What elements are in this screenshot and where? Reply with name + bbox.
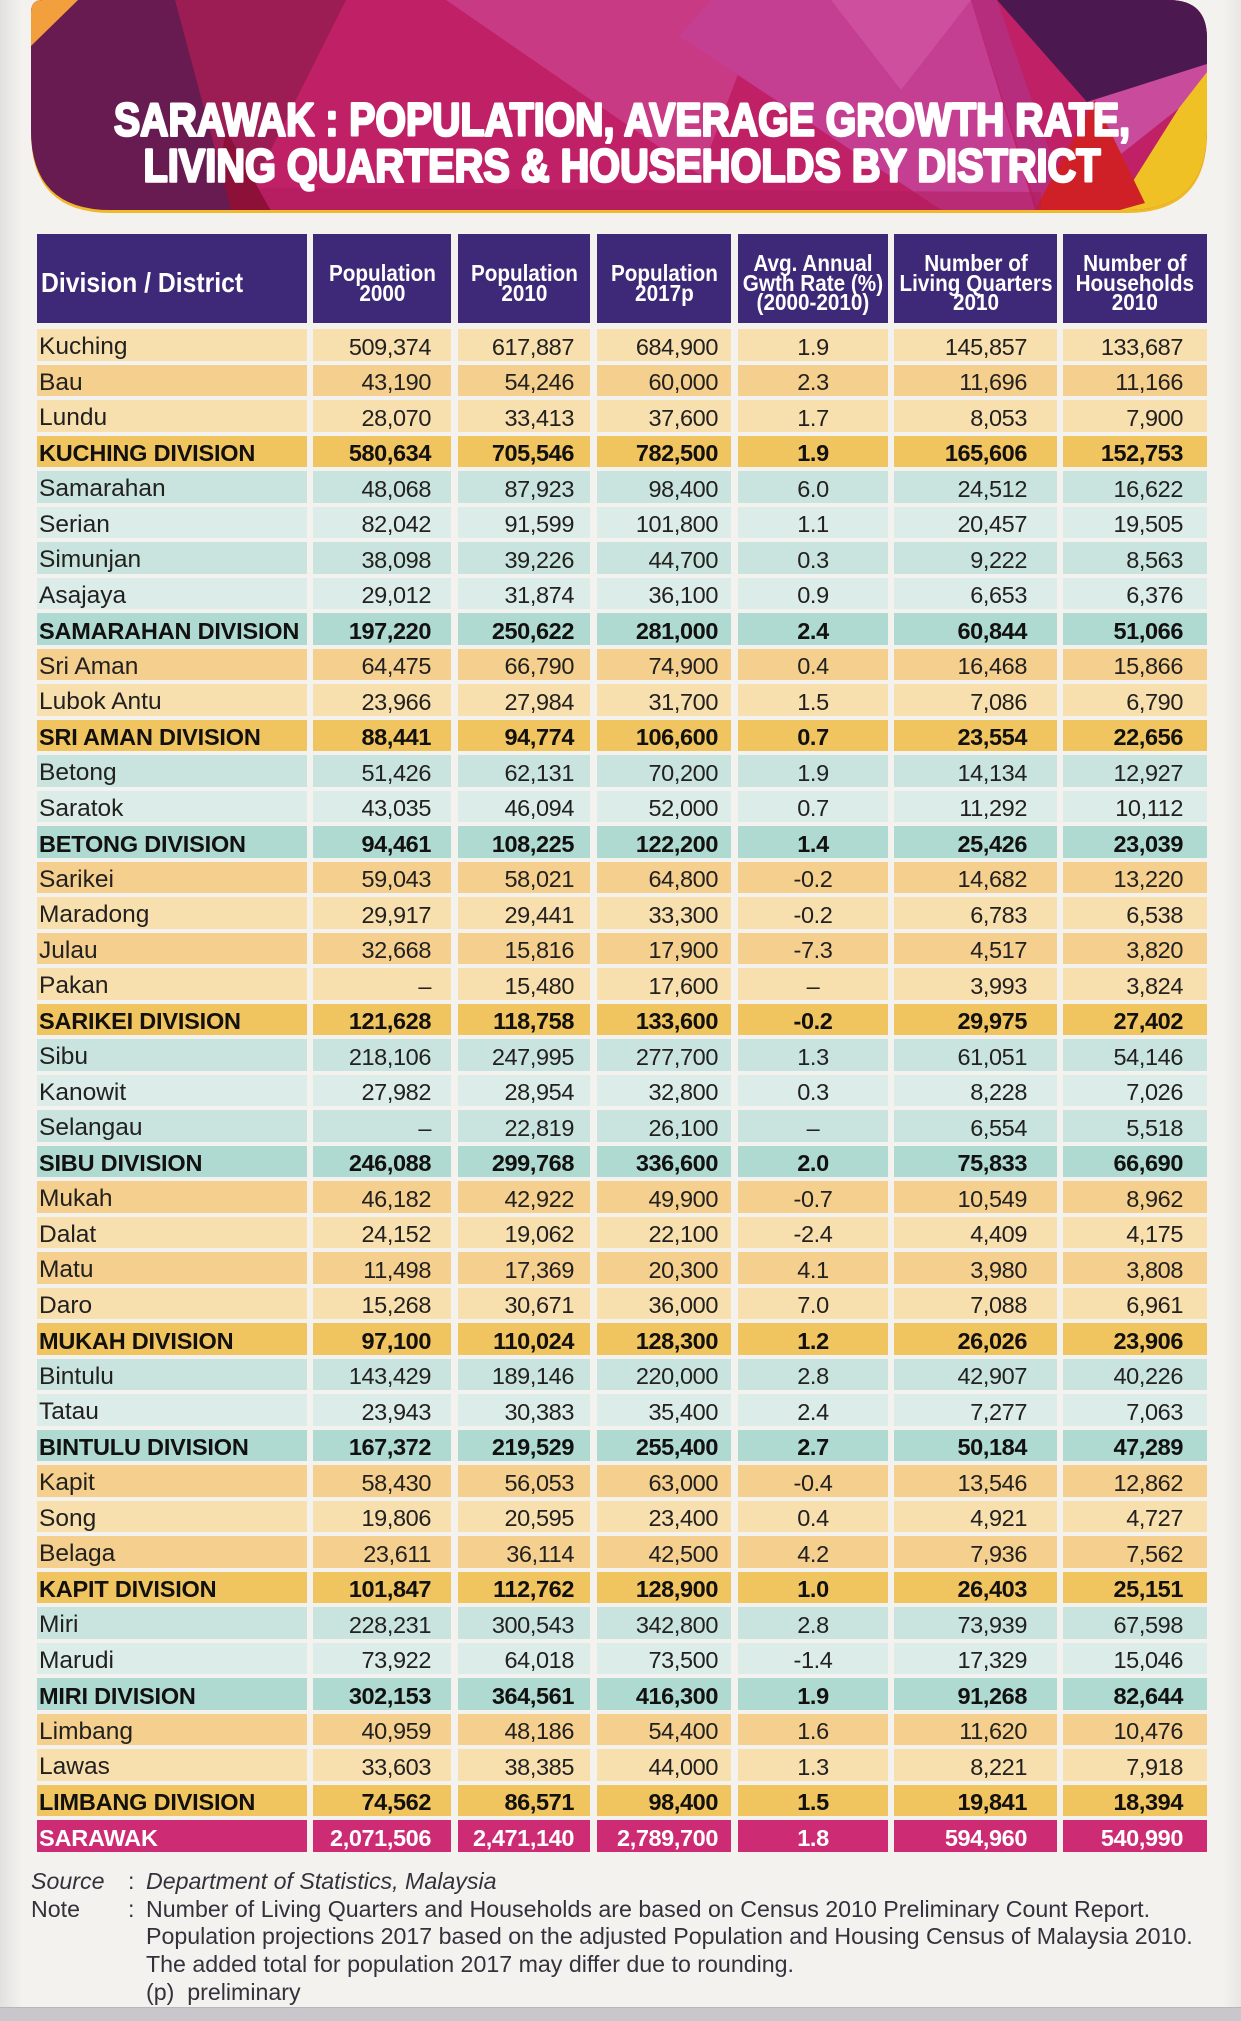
svg-text:SARAWAK : POPULATION, AVERAGE: SARAWAK : POPULATION, AVERAGE GROWTH RAT… bbox=[114, 94, 1130, 146]
svg-text:LIVING QUARTERS & HOUSEHOLDS B: LIVING QUARTERS & HOUSEHOLDS BY DISTRICT bbox=[144, 140, 1101, 192]
